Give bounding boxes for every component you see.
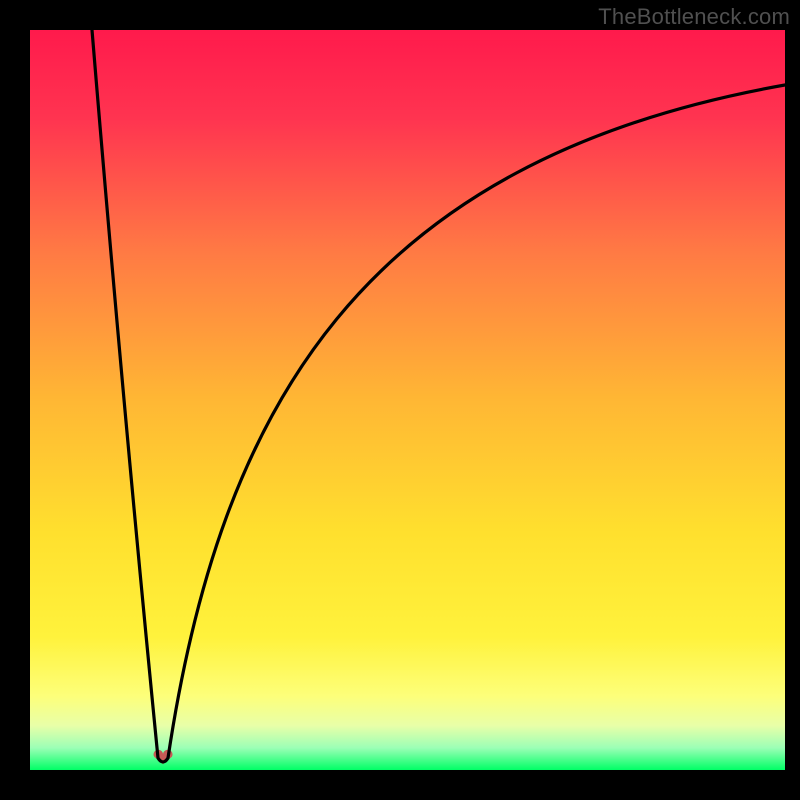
bottleneck-curve xyxy=(30,30,785,770)
watermark-text: TheBottleneck.com xyxy=(598,4,790,30)
chart-container: TheBottleneck.com ❤ xyxy=(0,0,800,800)
plot-area: ❤ xyxy=(30,30,785,770)
